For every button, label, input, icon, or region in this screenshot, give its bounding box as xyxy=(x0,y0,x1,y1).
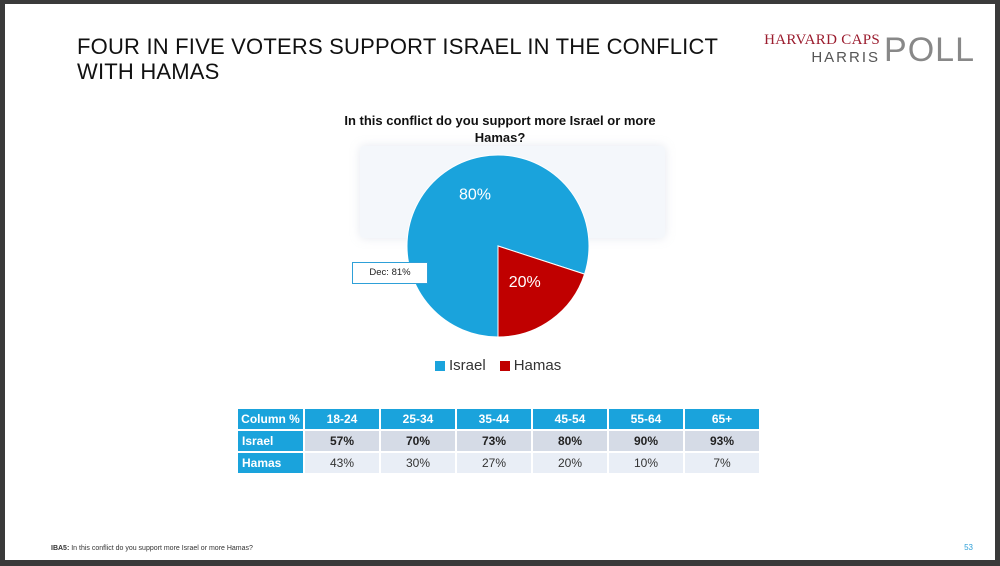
table-corner-header: Column % xyxy=(238,409,303,429)
legend-label-hamas: Hamas xyxy=(513,357,562,374)
pie-label-hamas: 20% xyxy=(509,274,541,291)
row-label: Israel xyxy=(238,431,303,451)
column-header: 35-44 xyxy=(457,409,531,429)
column-header: 25-34 xyxy=(381,409,455,429)
legend-item-hamas: Hamas xyxy=(499,357,562,374)
table-cell: 20% xyxy=(533,453,607,473)
logo-line1: HARVARD CAPS xyxy=(764,32,880,48)
prior-wave-callout: Dec: 81% xyxy=(352,262,428,284)
table-cell: 57% xyxy=(305,431,379,451)
row-label: Hamas xyxy=(238,453,303,473)
logo-mark: POLL xyxy=(884,31,975,69)
table-cell: 90% xyxy=(609,431,683,451)
table-cell: 10% xyxy=(609,453,683,473)
table-header-row: Column % 18-24 25-34 35-44 45-54 55-64 6… xyxy=(238,409,759,429)
legend-swatch-hamas xyxy=(499,360,510,371)
table-cell: 27% xyxy=(457,453,531,473)
table-cell: 80% xyxy=(533,431,607,451)
chart-title: In this conflict do you support more Isr… xyxy=(344,113,656,145)
legend-label-israel: Israel xyxy=(449,357,486,374)
page-number: 53 xyxy=(964,543,973,552)
footnote-text: In this conflict do you support more Isr… xyxy=(71,545,253,552)
table-row-israel: Israel 57% 70% 73% 80% 90% 93% xyxy=(238,431,759,451)
pie-chart: 80% 20% xyxy=(406,154,590,338)
column-header: 55-64 xyxy=(609,409,683,429)
pie-label-israel: 80% xyxy=(459,187,491,204)
table-cell: 70% xyxy=(381,431,455,451)
table-cell: 43% xyxy=(305,453,379,473)
footnote: IBA5: In this conflict do you support mo… xyxy=(51,545,253,552)
table-cell: 93% xyxy=(685,431,759,451)
table-cell: 73% xyxy=(457,431,531,451)
legend-item-israel: Israel xyxy=(435,357,486,374)
slide: FOUR IN FIVE VOTERS SUPPORT ISRAEL IN TH… xyxy=(5,4,995,560)
table-row-hamas: Hamas 43% 30% 27% 20% 10% 7% xyxy=(238,453,759,473)
harvard-caps-harris-poll-logo: HARVARD CAPS HARRIS POLL xyxy=(755,32,975,72)
chart-legend: Israel Hamas xyxy=(435,357,561,374)
logo-line2: HARRIS xyxy=(811,49,880,66)
legend-swatch-israel xyxy=(435,360,445,371)
table-cell: 30% xyxy=(381,453,455,473)
slide-title: FOUR IN FIVE VOTERS SUPPORT ISRAEL IN TH… xyxy=(77,34,718,84)
column-header: 45-54 xyxy=(533,409,607,429)
table-cell: 7% xyxy=(685,453,759,473)
age-crosstab-table: Column % 18-24 25-34 35-44 45-54 55-64 6… xyxy=(236,407,761,475)
column-header: 18-24 xyxy=(305,409,379,429)
column-header: 65+ xyxy=(685,409,759,429)
footnote-code: IBA5: xyxy=(51,545,70,552)
pie-slice-hamas xyxy=(497,245,586,338)
